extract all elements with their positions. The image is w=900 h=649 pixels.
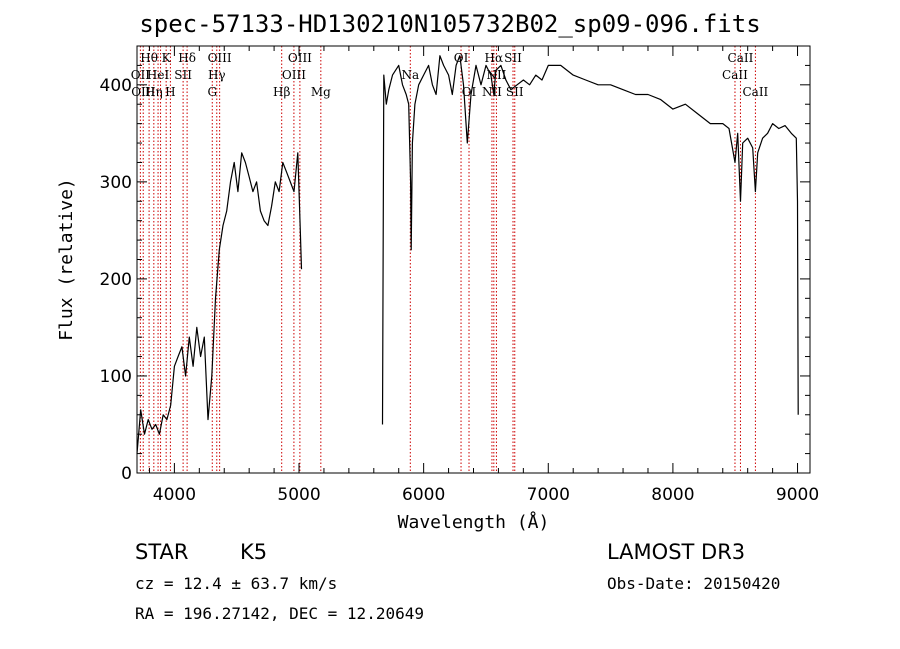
line-label: Hγ — [208, 68, 226, 82]
line-label: OIII — [131, 85, 155, 99]
line-label: OIII — [288, 51, 312, 65]
line-label: SII — [174, 68, 192, 82]
x-tick-label: 6000 — [402, 485, 445, 505]
line-label: SII — [506, 85, 524, 99]
line-label: CaII — [742, 85, 768, 99]
line-label: CaII — [722, 68, 748, 82]
line-label: OII — [131, 68, 151, 82]
line-label: Hδ — [178, 51, 196, 65]
line-label: Hα — [485, 51, 504, 65]
line-label: OIII — [208, 51, 232, 65]
emission-line-markers — [139, 46, 756, 473]
line-label: OI — [454, 51, 469, 65]
line-label: OIII — [282, 68, 306, 82]
line-label: Na — [401, 68, 419, 82]
line-label: NII — [482, 85, 502, 99]
coordinates-readout: RA = 196.27142, DEC = 12.20649 — [135, 604, 424, 623]
x-tick-label: 8000 — [651, 485, 694, 505]
line-label: CaII — [728, 51, 754, 65]
spectrum-segment-1 — [136, 152, 303, 454]
spectrum-series — [136, 55, 799, 454]
line-label: Hη — [145, 85, 163, 99]
x-axis-label: Wavelength (Å) — [398, 511, 550, 533]
y-axis-label: Flux (relative) — [56, 178, 77, 341]
y-tick-label: 100 — [100, 367, 132, 387]
y-tick-label: 200 — [100, 270, 132, 290]
object-class: STAR — [135, 540, 189, 564]
x-tick-label: 4000 — [153, 485, 196, 505]
y-tick-label: 300 — [100, 173, 132, 193]
line-label: Hθ — [140, 51, 158, 65]
y-tick-label: 0 — [121, 464, 132, 484]
line-label: G — [207, 85, 217, 99]
chart-title: spec-57133-HD130210N105732B02_sp09-096.f… — [139, 10, 761, 38]
line-label: NII — [486, 68, 506, 82]
redshift-readout: cz = 12.4 ± 63.7 km/s — [135, 574, 338, 593]
plot-frame — [136, 45, 811, 474]
line-label: Mg — [311, 85, 331, 99]
line-label: K — [162, 51, 172, 65]
line-label: Hβ — [273, 85, 290, 99]
line-labels: OII OIII Hθ Hη HeI K H SII Hδ G Hγ OIII Hβ OIII OIII Mg… — [131, 51, 769, 99]
object-subclass: K5 — [240, 540, 268, 564]
x-tick-label: 7000 — [527, 485, 570, 505]
axes: 4000 5000 6000 7000 8000 9000 0 100 200 300 400 Wav… — [56, 45, 819, 533]
observation-date: Obs-Date: 20150420 — [607, 574, 781, 593]
x-tick-label: 5000 — [277, 485, 320, 505]
line-label: OI — [462, 85, 477, 99]
line-label: SII — [504, 51, 522, 65]
line-label: HeI — [147, 68, 170, 82]
line-label: H — [165, 85, 175, 99]
y-tick-label: 400 — [100, 76, 132, 96]
survey-name: LAMOST DR3 — [607, 540, 746, 564]
spectrum-segment-2 — [381, 55, 799, 425]
x-tick-label: 9000 — [776, 485, 819, 505]
